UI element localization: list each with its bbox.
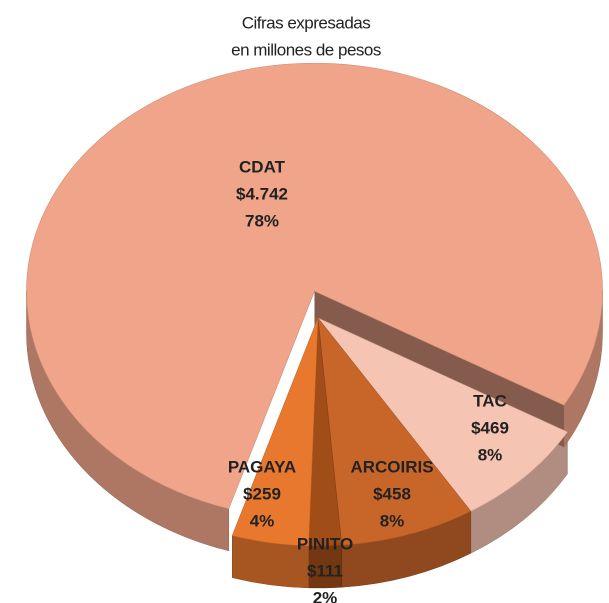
slice [317,317,568,512]
labels: TAC $469 8% ARCOIRIS $458 8% PINITO $111 2% PAGAY… [228,157,509,603]
data-label: $111 [307,561,343,580]
pie-tops [26,62,603,547]
data-label: $259 [243,484,281,503]
slice [26,62,603,510]
data-label: $4.742 [236,184,288,203]
data-label: PINITO [297,534,353,553]
data-label: PAGAYA [228,457,296,476]
slice [231,317,319,547]
data-label: TAC [473,391,507,410]
data-label: $458 [373,484,411,503]
chart-title: en millones de pesos [231,40,381,59]
data-label: 78% [245,211,279,230]
data-label: 8% [478,445,503,464]
data-label: $469 [471,418,509,437]
chart-title: Cifras expresadas [242,13,371,32]
data-label: CDAT [239,157,286,176]
data-label: 8% [380,511,405,530]
slice [317,317,472,546]
data-label: 4% [250,511,275,530]
data-label: ARCOIRIS [350,457,433,476]
data-label: 2% [313,588,338,603]
